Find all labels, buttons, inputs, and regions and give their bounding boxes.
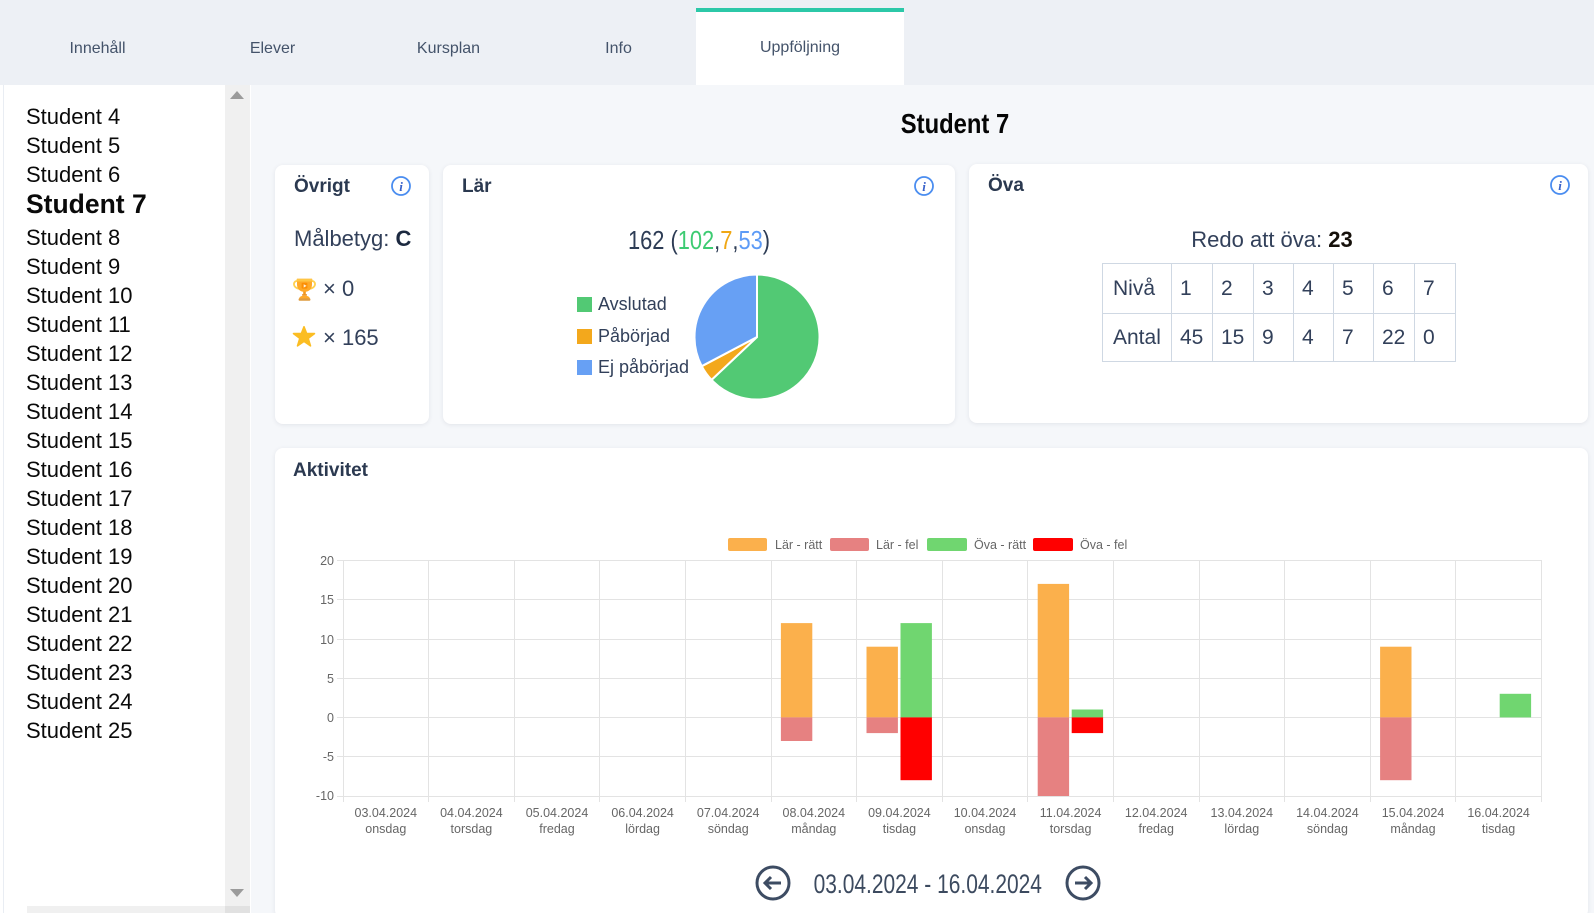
svg-text:0: 0 [327, 711, 334, 725]
svg-text:11.04.2024: 11.04.2024 [1040, 806, 1102, 820]
svg-text:måndag: måndag [1390, 822, 1435, 836]
svg-text:03.04.2024: 03.04.2024 [355, 806, 418, 820]
svg-text:i: i [922, 179, 926, 194]
svg-text:i: i [399, 179, 403, 194]
svg-text:15: 15 [320, 593, 334, 607]
svg-text:fredag: fredag [539, 822, 574, 836]
svg-text:5: 5 [327, 672, 334, 686]
svg-text:lördag: lördag [625, 822, 660, 836]
svg-text:tisdag: tisdag [1482, 822, 1515, 836]
svg-text:lördag: lördag [1224, 822, 1259, 836]
svg-text:onsdag: onsdag [365, 822, 406, 836]
svg-text:-5: -5 [323, 750, 334, 764]
svg-text:09.04.2024: 09.04.2024 [868, 806, 931, 820]
svg-text:16.04.2024: 16.04.2024 [1467, 806, 1530, 820]
svg-text:måndag: måndag [791, 822, 836, 836]
svg-text:04.04.2024: 04.04.2024 [440, 806, 503, 820]
svg-text:07.04.2024: 07.04.2024 [697, 806, 760, 820]
svg-text:20: 20 [320, 554, 334, 568]
svg-text:Öva - rätt: Öva - rätt [974, 538, 1027, 552]
svg-text:15.04.2024: 15.04.2024 [1382, 806, 1445, 820]
svg-text:12.04.2024: 12.04.2024 [1125, 806, 1188, 820]
svg-text:torsdag: torsdag [451, 822, 493, 836]
svg-text:13.04.2024: 13.04.2024 [1211, 806, 1274, 820]
svg-text:10: 10 [320, 633, 334, 647]
svg-text:Öva - fel: Öva - fel [1080, 538, 1127, 552]
svg-text:10.04.2024: 10.04.2024 [954, 806, 1017, 820]
svg-text:Lär - fel: Lär - fel [876, 538, 918, 552]
svg-text:Lär - rätt: Lär - rätt [775, 538, 823, 552]
svg-text:06.04.2024: 06.04.2024 [611, 806, 674, 820]
svg-text:i: i [1558, 178, 1562, 193]
svg-text:tisdag: tisdag [883, 822, 916, 836]
svg-text:-10: -10 [316, 789, 334, 803]
svg-text:söndag: söndag [708, 822, 749, 836]
svg-text:05.04.2024: 05.04.2024 [526, 806, 589, 820]
svg-text:08.04.2024: 08.04.2024 [783, 806, 846, 820]
svg-text:onsdag: onsdag [964, 822, 1005, 836]
svg-text:torsdag: torsdag [1050, 822, 1092, 836]
svg-text:fredag: fredag [1138, 822, 1173, 836]
svg-text:14.04.2024: 14.04.2024 [1296, 806, 1359, 820]
svg-text:söndag: söndag [1307, 822, 1348, 836]
